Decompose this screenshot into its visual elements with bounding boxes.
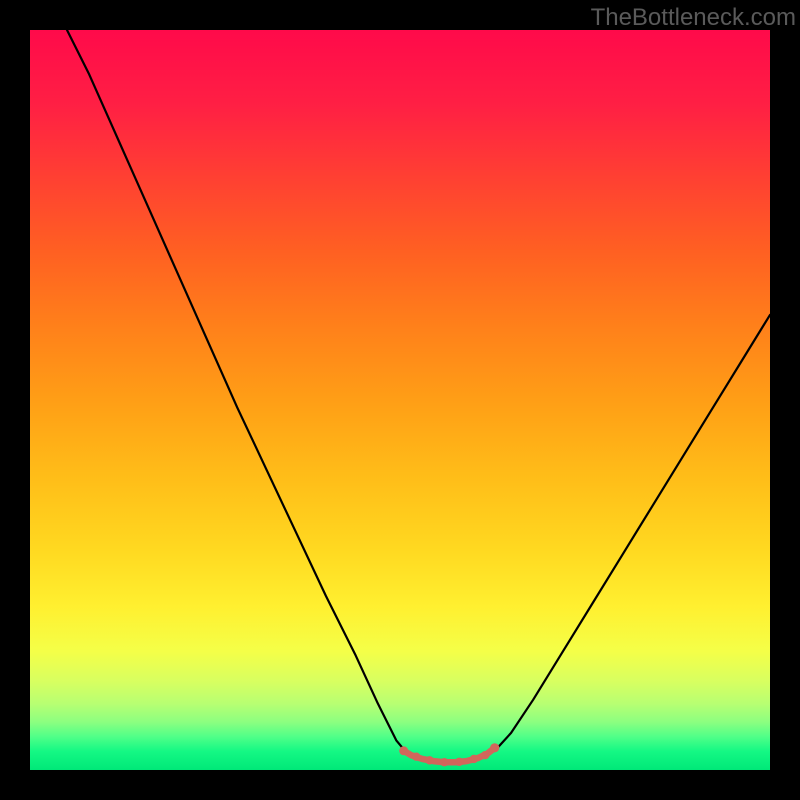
optimal-dot xyxy=(455,758,463,766)
plot-svg xyxy=(30,30,770,770)
gradient-background xyxy=(30,30,770,770)
watermark-text: TheBottleneck.com xyxy=(591,4,796,32)
optimal-dot xyxy=(490,743,499,752)
chart-frame: TheBottleneck.com xyxy=(0,0,800,800)
optimal-dot xyxy=(470,755,478,763)
optimal-dot xyxy=(425,756,433,764)
optimal-dot xyxy=(440,758,448,766)
optimal-dot xyxy=(481,751,489,759)
optimal-dot xyxy=(412,752,420,760)
plot-area xyxy=(30,30,770,770)
optimal-dot xyxy=(399,746,408,755)
